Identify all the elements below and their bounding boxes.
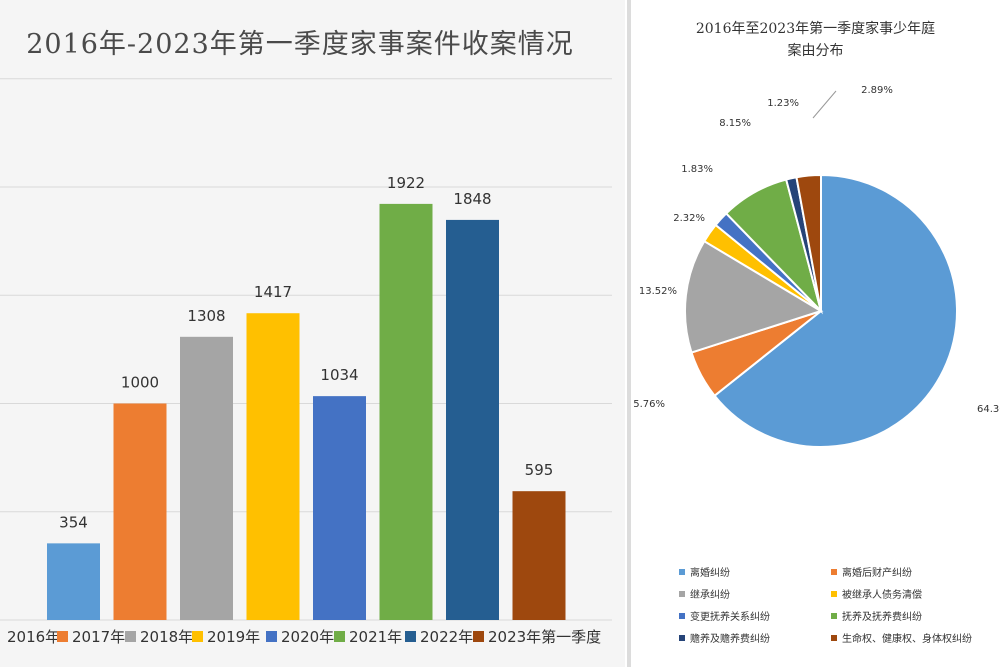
bar xyxy=(313,396,366,620)
pie-legend-item: 继承纠纷 xyxy=(679,586,831,601)
pie-title-line-1: 2016年至2023年第一季度家事少年庭 xyxy=(695,21,936,37)
pie-legend-swatch xyxy=(679,568,685,575)
pie-legend-item: 离婚纠纷 xyxy=(679,564,831,579)
legend-label: 2018年 xyxy=(140,628,193,646)
legend-swatch xyxy=(266,631,277,642)
pie-chart-title: 2016年至2023年第一季度家事少年庭 案由分布 xyxy=(631,18,1000,62)
pie-legend-swatch xyxy=(679,612,685,619)
legend-label: 2017年 xyxy=(72,628,125,646)
pie-legend-label: 继承纠纷 xyxy=(690,590,730,601)
pie-legend-item: 抚养及抚养费纠纷 xyxy=(831,608,991,623)
pie-value-label: 1.23% xyxy=(767,98,799,109)
bar-data-label: 354 xyxy=(59,513,88,531)
pie-legend: 离婚纠纷 离婚后财产纠纷继承纠纷 被继承人债务清偿变更抚养关系纠纷 抚养及抚养费纠纷赡… xyxy=(679,564,999,645)
legend-swatch xyxy=(192,631,203,642)
bar-chart-panel: 2016年-2023年第一季度家事案件收案情况 354 1000 1308 1417 1… xyxy=(0,29,612,646)
pie-legend-label: 变更抚养关系纠纷 xyxy=(690,612,770,623)
pie-legend-swatch xyxy=(831,590,837,597)
pie-legend-swatch xyxy=(679,590,685,597)
pie-value-label: 2.89% xyxy=(861,85,893,96)
legend-swatch xyxy=(125,631,136,642)
pie-value-label: 8.15% xyxy=(719,118,751,129)
pie-legend-label: 赡养及赡养费纠纷 xyxy=(690,634,770,645)
bar xyxy=(180,336,233,620)
bar-data-label: 1034 xyxy=(320,366,358,384)
legend-swatch xyxy=(57,631,68,642)
pie-legend-swatch xyxy=(679,634,685,641)
pie-legend-item: 被继承人债务清偿 xyxy=(831,586,991,601)
pie-legend-swatch xyxy=(831,634,837,641)
bar-data-label: 1922 xyxy=(387,174,425,192)
legend-label: 2022年 xyxy=(420,628,473,646)
pie-legend-item: 离婚后财产纠纷 xyxy=(831,564,991,579)
pie-value-label: 1.83% xyxy=(681,164,713,175)
bar xyxy=(113,403,167,620)
legend-label: 2023年第一季度 xyxy=(488,628,601,646)
pie-legend-label: 离婚后财产纠纷 xyxy=(842,568,912,579)
bar-data-label: 1417 xyxy=(254,283,292,301)
legend-swatch xyxy=(334,631,345,642)
pie-value-label: 13.52% xyxy=(639,286,677,297)
pie-legend-item: 赡养及赡养费纠纷 xyxy=(679,630,831,645)
legend-swatch xyxy=(473,631,484,642)
pie-value-label: 5.76% xyxy=(633,399,665,410)
bar xyxy=(379,203,433,620)
pie-leader-line xyxy=(812,90,837,119)
pie-legend-label: 生命权、健康权、身体权纠纷 xyxy=(842,634,972,645)
pie-title-line-2: 案由分布 xyxy=(787,43,844,59)
pie-legend-item: 生命权、健康权、身体权纠纷 xyxy=(831,630,991,645)
bar-data-label: 1000 xyxy=(121,374,159,392)
pie-legend-swatch xyxy=(831,612,837,619)
legend-label: 2021年 xyxy=(349,628,402,646)
pie-value-label: 64.30% xyxy=(977,404,1000,415)
bar-chart-title: 2016年-2023年第一季度家事案件收案情况 xyxy=(26,29,574,60)
legend-swatch xyxy=(405,631,416,642)
bar xyxy=(446,219,499,620)
pie-legend-label: 离婚纠纷 xyxy=(690,568,730,579)
pie-legend-swatch xyxy=(831,568,837,575)
bar-chart-svg: 354 1000 1308 1417 1034 1922 1848 595 2016年 2017年… xyxy=(0,78,612,646)
pie-slice xyxy=(713,173,958,448)
bar-data-label: 1308 xyxy=(187,307,225,325)
pie-chart-svg: 64.30% 5.76% 13.52% 2.32% 1.83% 8.15% 1.23% 2.8… xyxy=(633,85,1000,448)
panel-divider xyxy=(627,0,631,667)
pie-slice xyxy=(684,239,824,354)
pie-legend-item: 变更抚养关系纠纷 xyxy=(679,608,831,623)
bar xyxy=(47,543,100,620)
legend-label: 2019年 xyxy=(207,628,260,646)
pie-legend-label: 抚养及抚养费纠纷 xyxy=(842,612,922,623)
bar-data-label: 1848 xyxy=(453,190,491,208)
legend-label: 2016年 xyxy=(7,628,60,646)
pie-value-label: 2.32% xyxy=(673,213,705,224)
pie-chart-panel: 2016年至2023年第一季度家事少年庭 案由分布 64.30% 5.76% 13.… xyxy=(631,0,1000,667)
bar-data-label: 595 xyxy=(525,461,554,479)
bar xyxy=(512,491,566,620)
pie-slice xyxy=(795,173,822,312)
legend-label: 2020年 xyxy=(281,628,334,646)
bar xyxy=(246,313,300,620)
pie-legend-label: 被继承人债务清偿 xyxy=(842,590,922,601)
